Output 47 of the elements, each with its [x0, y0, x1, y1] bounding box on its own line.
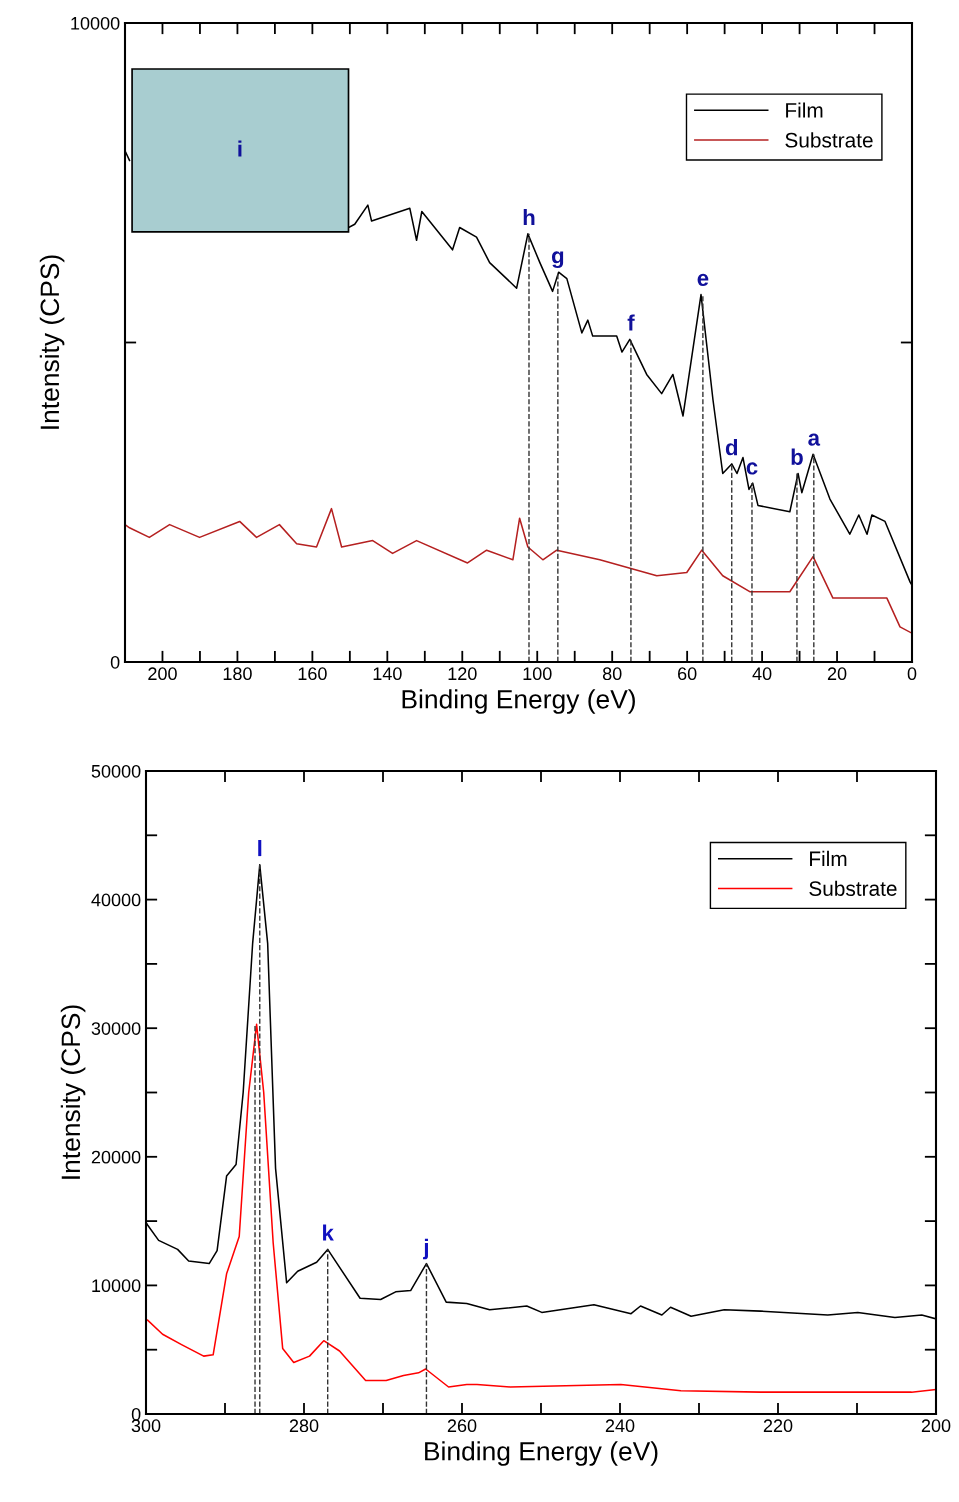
x-tick-label: 160 [298, 667, 327, 681]
y-axis-title: Intensity (CPS) [39, 255, 65, 429]
x-tick-label: 60 [678, 667, 697, 681]
annotation: a [808, 433, 821, 446]
y-tick-label: 10000 [71, 16, 120, 30]
x-axis-title: Binding Energy (eV) [425, 1441, 658, 1466]
x-tick-label: 180 [223, 667, 252, 681]
y-axis-title: Intensity (CPS) [60, 1005, 86, 1179]
annotation: g [551, 251, 564, 269]
annotation: l [258, 840, 262, 857]
annotation: f [627, 314, 635, 331]
annotation: i [238, 140, 242, 157]
annotation: j [423, 1238, 428, 1260]
x-axis-title: Binding Energy (eV) [402, 689, 635, 714]
x-tick-label: 40 [752, 667, 772, 681]
x-tick-label: 260 [447, 1419, 477, 1433]
legend-label: Substrate [809, 880, 897, 896]
x-tick-label: 280 [289, 1419, 319, 1433]
y-tick-label: 0 [110, 655, 120, 669]
y-tick-label: 10000 [92, 1279, 141, 1293]
x-tick-label: 240 [605, 1419, 635, 1433]
x-tick-label: 140 [373, 667, 402, 681]
legend-label: Substrate [785, 132, 873, 148]
annotation: d [725, 439, 738, 456]
line-series [146, 1023, 936, 1393]
x-tick-label: 120 [448, 667, 477, 681]
annotation: c [746, 462, 758, 475]
annotation: k [323, 1224, 334, 1241]
x-tick-label: 0 [907, 667, 917, 681]
line-series [125, 507, 912, 635]
y-tick-label: 0 [131, 1407, 141, 1421]
annotation: b [791, 448, 803, 465]
legend-label: Film [786, 102, 823, 118]
x-tick-label: 100 [523, 667, 552, 681]
y-tick-label: 50000 [91, 764, 141, 778]
x-tick-label: 200 [921, 1419, 951, 1433]
x-tick-label: 80 [602, 667, 622, 681]
x-tick-label: 200 [148, 667, 177, 681]
y-tick-label: 20000 [91, 1150, 141, 1164]
x-tick-label: 20 [827, 667, 847, 681]
y-tick-label: 30000 [91, 1022, 141, 1035]
x-tick-label: 220 [763, 1419, 793, 1433]
x-tick-label: 300 [131, 1419, 161, 1433]
annotation: e [697, 273, 709, 287]
annotation: h [523, 208, 535, 226]
legend-label: Film [810, 850, 847, 866]
y-tick-label: 40000 [91, 893, 141, 907]
